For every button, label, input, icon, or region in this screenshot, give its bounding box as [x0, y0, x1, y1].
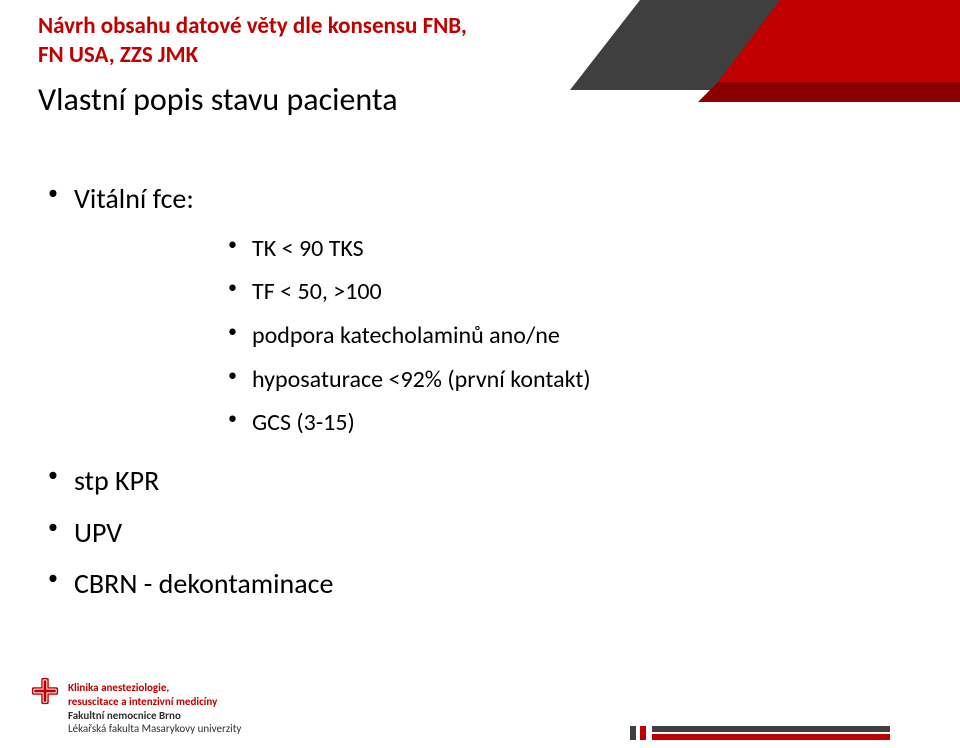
footer-line3: Fakultní nemocnice Brno	[68, 709, 241, 723]
bullet-stp-kpr: stp KPR	[38, 462, 918, 500]
title-red-line1: Návrh obsahu datové věty dle konsensu FN…	[38, 12, 598, 41]
title-red-line2: FN USA, ZZS JMK	[38, 41, 598, 70]
bullet-cbrn: CBRN - dekontaminace	[38, 565, 918, 603]
bullet-gcs: GCS (3-15)	[228, 406, 918, 440]
footer-line4: Lékařská fakulta Masarykovy univerzity	[68, 722, 241, 736]
header-logo-shapes	[570, 0, 960, 140]
bullet-tf: TF < 50, >100	[228, 275, 918, 309]
footer-line1: Klinika anesteziologie,	[68, 681, 241, 695]
bullet-tk: TK < 90 TKS	[228, 232, 918, 266]
bullet-upv: UPV	[38, 514, 918, 552]
footer-text: Klinika anesteziologie, resuscitace a in…	[68, 681, 241, 736]
footer-bars	[630, 710, 890, 740]
footer-cross-icon	[30, 676, 60, 706]
footer: Klinika anesteziologie, resuscitace a in…	[0, 658, 960, 748]
bullet-vital-fce: Vitální fce:	[38, 180, 918, 218]
body-bullets: Vitální fce: TK < 90 TKS TF < 50, >100 p…	[38, 180, 918, 617]
footer-line2: resuscitace a intenzivní medicíny	[68, 695, 241, 709]
title-subtitle: Vlastní popis stavu pacienta	[38, 80, 598, 119]
slide: Návrh obsahu datové věty dle konsensu FN…	[0, 0, 960, 748]
bullet-hyposaturace: hyposaturace <92% (první kontakt)	[228, 363, 918, 397]
bullet-podpora: podpora katecholaminů ano/ne	[228, 319, 918, 353]
title-block: Návrh obsahu datové věty dle konsensu FN…	[38, 12, 598, 119]
